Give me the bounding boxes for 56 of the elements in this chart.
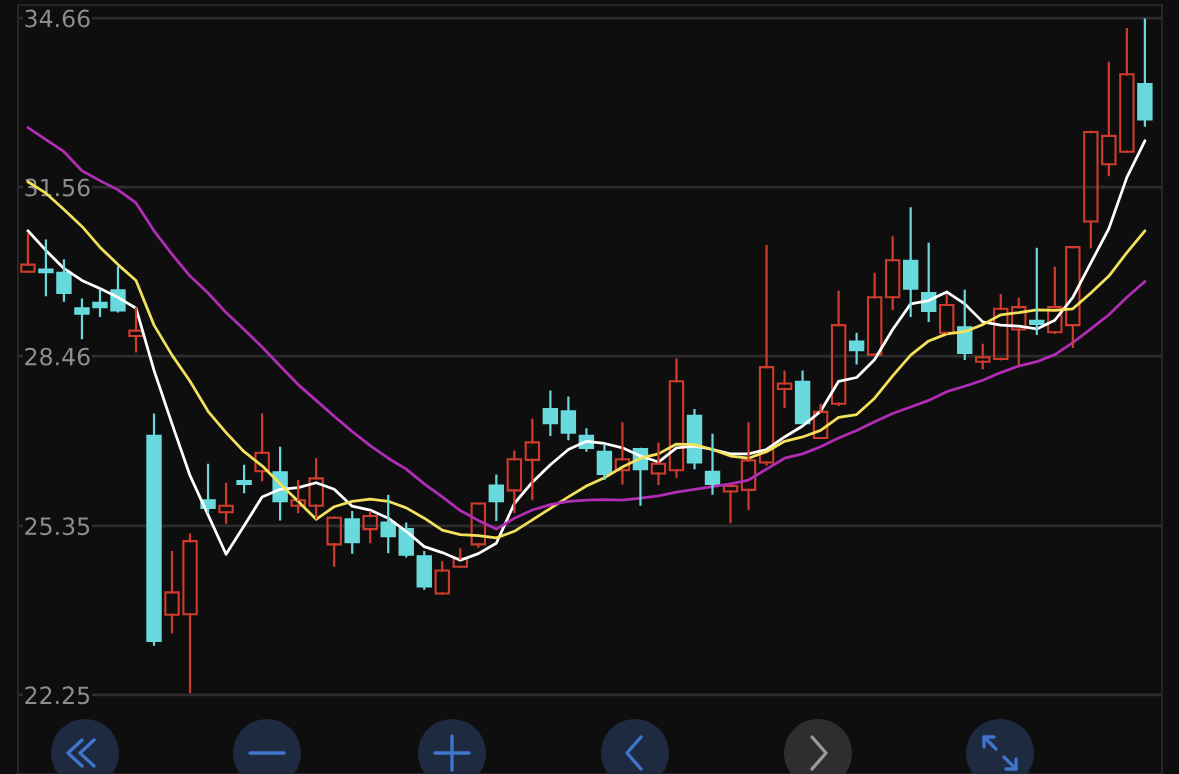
candlestick (308, 458, 324, 520)
candlestick (614, 422, 631, 485)
candlestick (794, 370, 811, 425)
candlestick (776, 370, 793, 409)
candlestick (596, 444, 613, 481)
candlestick (470, 502, 487, 548)
candlestick (344, 511, 360, 554)
candlestick (506, 450, 523, 514)
candlestick (704, 433, 721, 495)
candlestick (740, 422, 757, 511)
candlestick (812, 403, 829, 440)
candlestick (668, 358, 685, 478)
candlestick (434, 561, 450, 595)
candlestick (92, 289, 108, 317)
candlestick (254, 413, 270, 482)
y-tick-label: 28.46 (25, 347, 90, 366)
candlestick (524, 418, 541, 501)
candlestick (560, 396, 577, 441)
candlestick (20, 233, 36, 273)
candlestick (236, 464, 252, 494)
candlestick (146, 413, 162, 646)
candlestick (164, 550, 180, 634)
candlestick (56, 259, 72, 302)
candlestick (362, 511, 378, 544)
candlestick (452, 548, 468, 568)
candlestick (218, 482, 234, 524)
candlestick (939, 294, 955, 334)
candlestick (1065, 246, 1081, 349)
candlestick (1011, 297, 1027, 365)
candlestick (1101, 61, 1117, 177)
candlestick (1047, 266, 1063, 334)
candlestick (38, 239, 54, 297)
candlestick (884, 236, 901, 310)
candlestick (993, 294, 1009, 360)
candlestick (128, 307, 144, 353)
candlestick (290, 480, 306, 514)
candlestick (866, 272, 883, 356)
candlestick (830, 290, 847, 405)
candlestick (488, 474, 505, 521)
candlestick (848, 332, 865, 365)
candlestick (902, 207, 919, 317)
y-tick-label: 34.66 (25, 9, 90, 28)
y-tick-label: 22.25 (25, 686, 90, 705)
candlestick (650, 442, 667, 485)
candlestick (1083, 131, 1099, 249)
candlestick (758, 244, 775, 466)
candlestick (1137, 18, 1153, 127)
candlestick (74, 298, 90, 340)
candlestick (416, 550, 432, 590)
candlestick (542, 390, 559, 436)
y-tick-label: 25.35 (25, 517, 90, 536)
candlestick (182, 533, 198, 694)
candlestick (975, 343, 991, 370)
candlestick (722, 484, 739, 524)
candlestick (326, 516, 342, 567)
candlestick (1119, 27, 1135, 153)
